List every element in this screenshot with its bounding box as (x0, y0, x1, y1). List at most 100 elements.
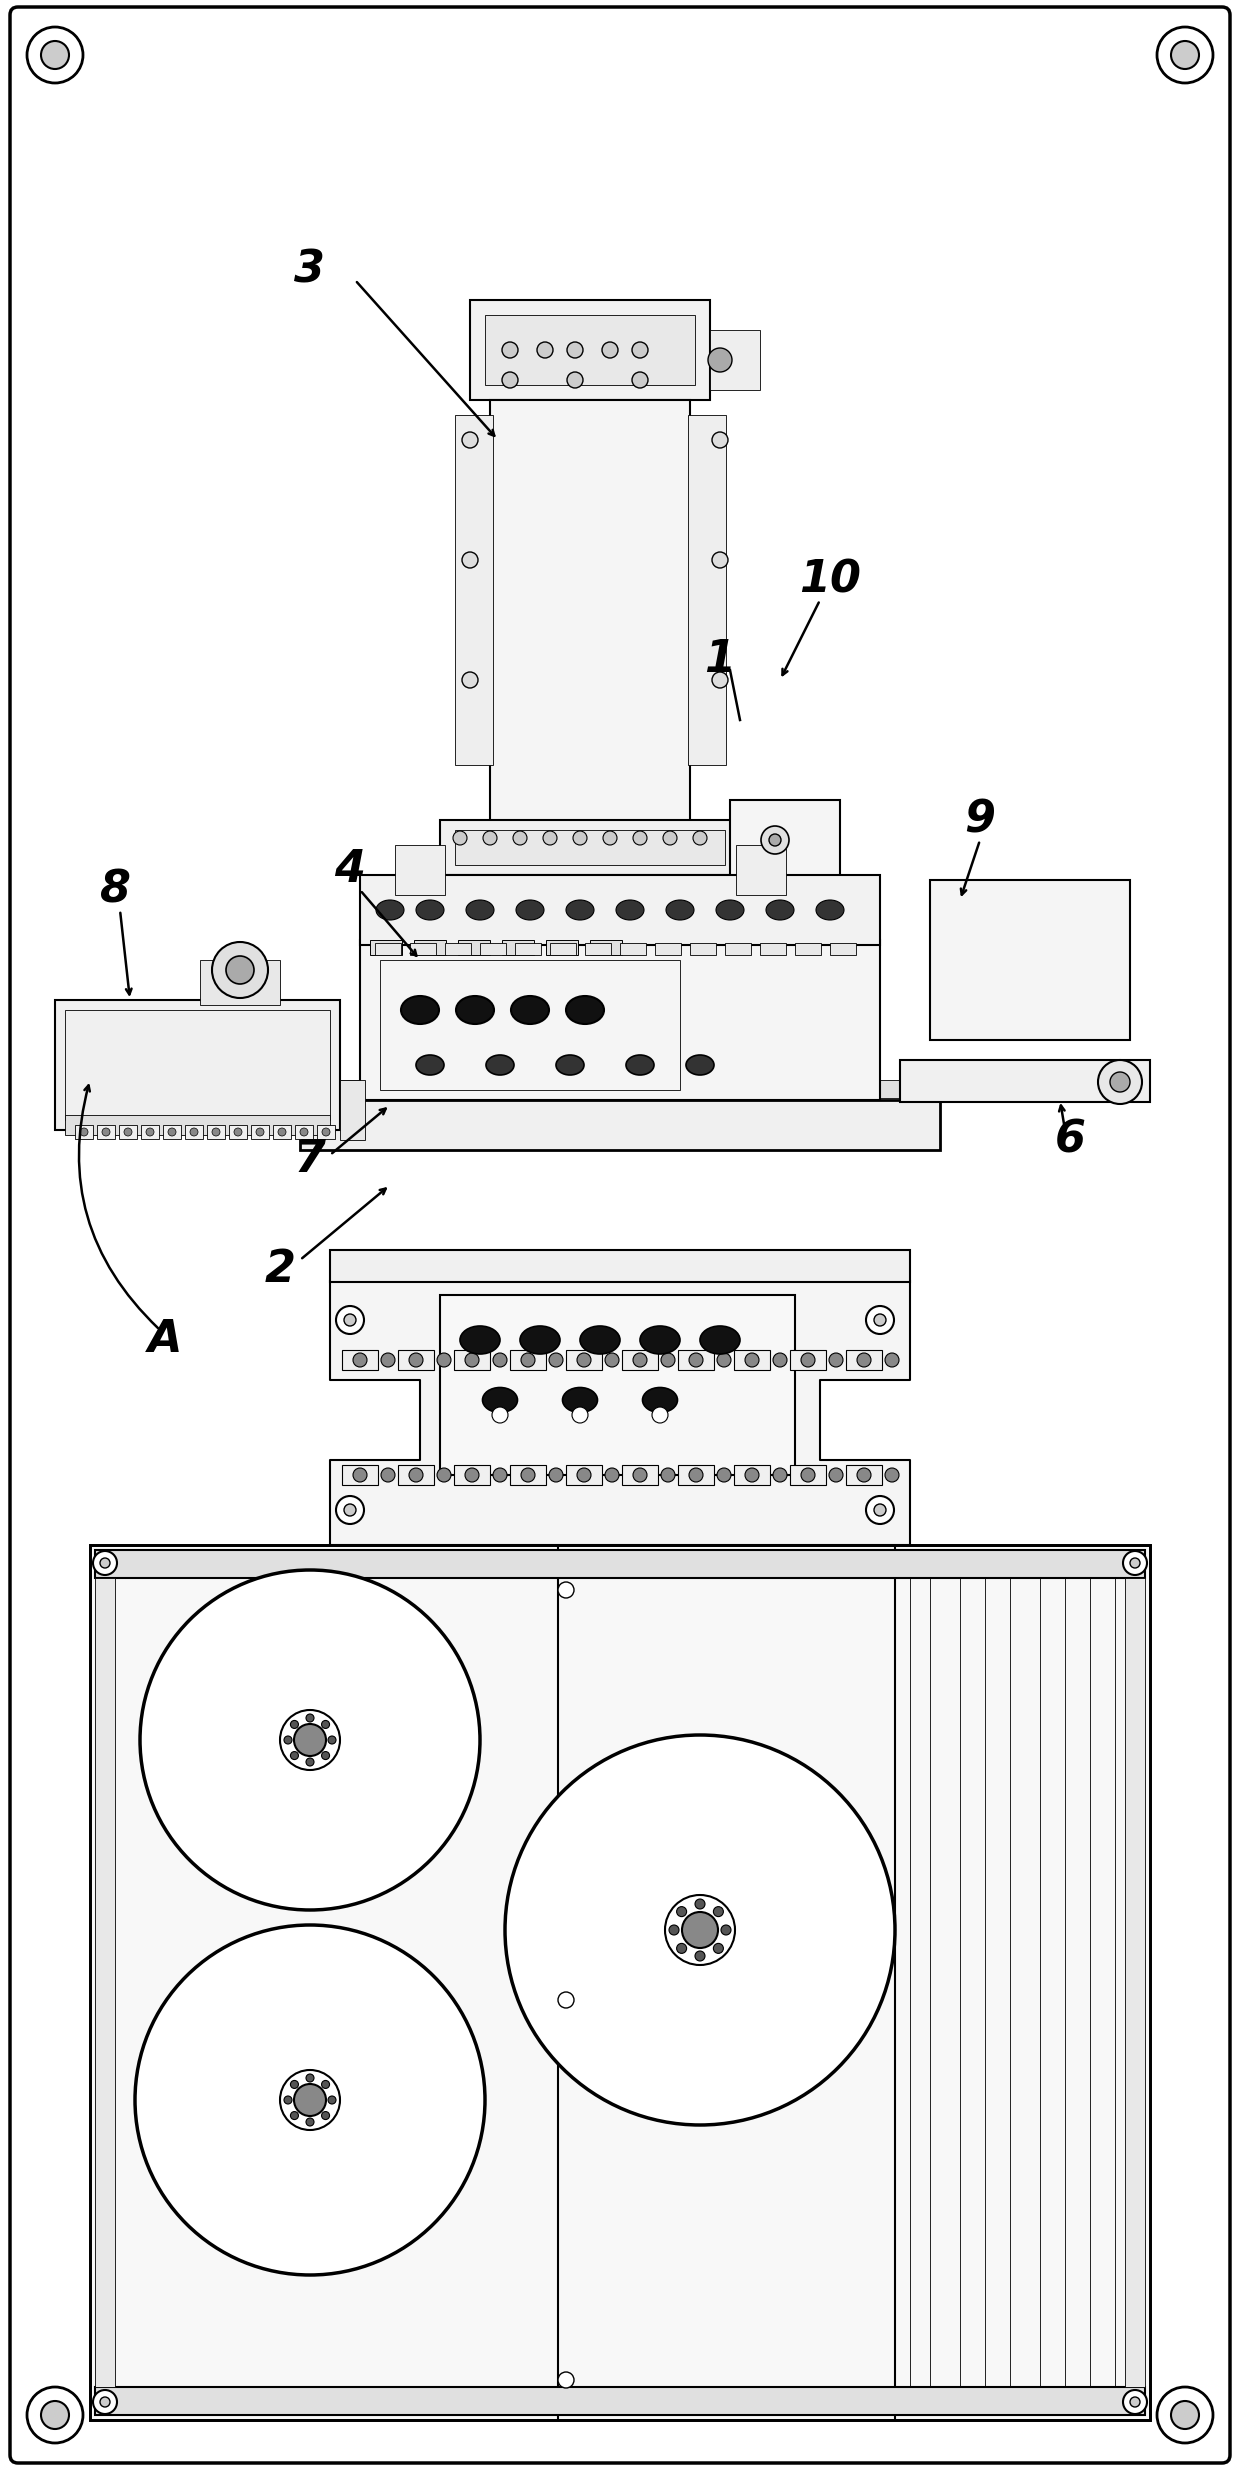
Circle shape (874, 1314, 887, 1326)
Circle shape (329, 1736, 336, 1744)
Circle shape (321, 2080, 330, 2090)
Circle shape (830, 1467, 843, 1482)
Circle shape (558, 1581, 574, 1598)
Circle shape (558, 1991, 574, 2008)
Circle shape (857, 1467, 870, 1482)
Bar (300, 1079, 940, 1099)
Text: 1: 1 (704, 640, 735, 682)
Bar (711, 331, 760, 390)
Circle shape (190, 1129, 198, 1136)
Circle shape (694, 1899, 706, 1909)
Bar (790, 1465, 826, 1484)
Ellipse shape (516, 899, 544, 919)
Ellipse shape (511, 995, 549, 1025)
Bar (546, 941, 578, 956)
Text: A: A (148, 1319, 182, 1361)
Circle shape (677, 1907, 687, 1917)
Text: 10: 10 (799, 558, 861, 603)
Circle shape (665, 1894, 735, 1966)
Bar (97, 1124, 115, 1139)
Circle shape (549, 1467, 563, 1482)
Circle shape (284, 2097, 291, 2104)
Circle shape (874, 1504, 887, 1517)
Bar (790, 1351, 826, 1371)
Ellipse shape (401, 995, 439, 1025)
Bar (396, 845, 445, 894)
Circle shape (712, 672, 728, 689)
Circle shape (857, 1354, 870, 1366)
Bar (340, 1079, 365, 1141)
Circle shape (463, 551, 477, 568)
Ellipse shape (666, 899, 694, 919)
Ellipse shape (466, 899, 494, 919)
Bar (300, 1099, 940, 1151)
Circle shape (605, 1354, 619, 1366)
Circle shape (505, 1734, 895, 2124)
Circle shape (677, 1944, 687, 1954)
Circle shape (140, 1571, 480, 1909)
Circle shape (290, 2080, 299, 2090)
Bar (91, 1546, 1149, 2421)
Ellipse shape (486, 1055, 515, 1074)
Circle shape (492, 1408, 508, 1423)
Circle shape (866, 1497, 894, 1524)
Bar (678, 1351, 714, 1371)
Bar (95, 1578, 115, 2386)
Circle shape (769, 835, 781, 847)
Bar (620, 944, 646, 956)
Bar (162, 1124, 181, 1139)
Circle shape (773, 1467, 787, 1482)
Circle shape (521, 1354, 534, 1366)
Circle shape (1123, 1551, 1147, 1576)
Circle shape (294, 1724, 326, 1756)
Circle shape (577, 1467, 591, 1482)
Circle shape (284, 1736, 291, 1744)
Circle shape (717, 1354, 732, 1366)
Bar (141, 1124, 159, 1139)
Bar (737, 845, 786, 894)
Bar (622, 1465, 658, 1484)
Bar (374, 944, 401, 956)
Ellipse shape (565, 899, 594, 919)
Circle shape (322, 1129, 330, 1136)
Ellipse shape (415, 899, 444, 919)
Bar (485, 316, 694, 385)
Circle shape (661, 1467, 675, 1482)
Circle shape (212, 1129, 219, 1136)
Ellipse shape (415, 1055, 444, 1074)
Ellipse shape (642, 1388, 677, 1413)
Bar (360, 874, 880, 946)
Circle shape (300, 1129, 308, 1136)
Circle shape (353, 1354, 367, 1366)
Circle shape (761, 825, 789, 855)
Circle shape (543, 830, 557, 845)
Bar (510, 1465, 546, 1484)
Circle shape (567, 341, 583, 358)
Circle shape (494, 1354, 507, 1366)
Circle shape (1157, 2386, 1213, 2443)
Bar (734, 1351, 770, 1371)
Bar (317, 1124, 335, 1139)
Circle shape (745, 1354, 759, 1366)
Circle shape (694, 1951, 706, 1961)
Bar (64, 1114, 330, 1136)
Circle shape (409, 1467, 423, 1482)
Circle shape (381, 1467, 396, 1482)
Bar (585, 944, 611, 956)
Circle shape (1123, 2391, 1147, 2413)
Circle shape (885, 1467, 899, 1482)
Circle shape (830, 1354, 843, 1366)
Circle shape (567, 373, 583, 388)
Circle shape (632, 830, 647, 845)
Circle shape (93, 1551, 117, 1576)
Circle shape (329, 2097, 336, 2104)
Bar (207, 1124, 224, 1139)
Circle shape (663, 830, 677, 845)
Bar (454, 1465, 490, 1484)
Bar (454, 1351, 490, 1371)
Circle shape (689, 1467, 703, 1482)
Bar (455, 830, 725, 864)
Circle shape (484, 830, 497, 845)
Circle shape (381, 1354, 396, 1366)
Circle shape (27, 2386, 83, 2443)
